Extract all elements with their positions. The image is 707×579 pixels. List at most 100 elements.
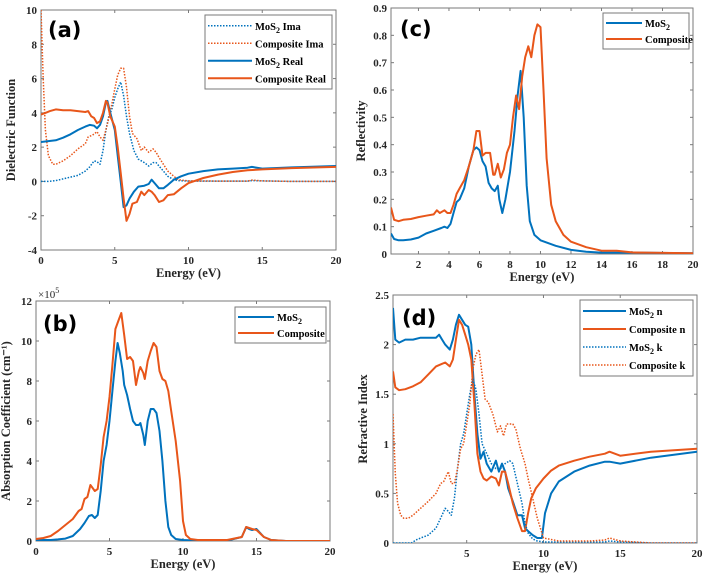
x-tick-label: 20 [331,255,343,267]
legend-box [234,306,327,344]
legend-box [602,12,690,50]
legend-entry: Composite [277,329,325,340]
y-tick-label: 0.2 [373,194,387,206]
x-tick-label: 20 [325,546,337,558]
x-tick-label: 15 [251,546,263,558]
y-tick-label: 0.9 [373,3,387,15]
y-tick-label: 4 [27,456,33,468]
x-tick-label: 10 [183,255,195,267]
y-tick-label: 0 [32,176,38,188]
legend-entry: MoS2 k [629,343,663,356]
y-tick-label: 0.5 [373,112,387,124]
series-line-composite-k [393,348,697,543]
y-tick-label: 0.4 [373,140,387,152]
series-line-mos2-real [41,99,336,209]
legend-box [204,14,333,90]
x-tick-label: 12 [565,259,577,271]
legend-entry: MoS2 n [629,307,663,320]
x-axis-label: Energy (eV) [151,557,216,571]
legend: MoS2 n Composite n MoS2 k Composite k [579,299,694,377]
legend-entry: MoS2 [277,313,302,326]
y-tick-label: 0.8 [373,30,387,42]
panel-label: (d) [402,306,436,330]
y-tick-label: 2 [384,340,390,352]
legend-entry: MoS2 Real [255,57,303,70]
y-tick-label: 0.3 [373,167,387,179]
y-tick-label: 0 [27,536,33,548]
legend-box [579,299,694,377]
x-tick-label: 4 [446,259,452,271]
x-tick-label: 20 [688,259,700,271]
legend-entry: Composite Ima [255,39,324,50]
x-tick-label: 6 [477,259,483,271]
x-tick-label: 16 [626,259,638,271]
x-tick-label: 10 [178,546,190,558]
y-tick-label: 2.5 [375,290,389,302]
series-line-composite-ima [41,10,336,183]
series-line-composite-n [393,318,697,533]
x-tick-label: 5 [464,548,470,560]
y-tick-label: 0 [382,249,388,261]
y-tick-label: 2 [32,142,38,154]
y-axis-label: Refractive Index [356,374,370,464]
y-tick-label: -4 [28,245,38,257]
legend: MoS2 Ima Composite Ima MoS2 Real Composite … [204,14,333,90]
y-tick-label: 1.5 [375,389,389,401]
legend-entry: Composite k [629,361,685,372]
x-tick-label: 20 [692,548,704,560]
x-tick-label: 10 [538,548,550,560]
series-line-mos2 [391,69,693,254]
y-axis-label: Dielectric Function [4,79,18,181]
x-axis-label: Energy (eV) [156,266,221,280]
legend-entry: MoS2 Ima [255,22,301,35]
series-line-mos2-ima [41,81,336,183]
y-tick-label: 8 [27,376,33,388]
y-exponent-label: ×105 [38,286,59,301]
y-tick-label: 4 [32,108,38,120]
x-axis-label: Energy (eV) [513,559,578,573]
y-tick-label: 8 [32,39,38,51]
x-tick-label: 2 [416,259,422,271]
y-tick-label: -2 [28,211,38,223]
series-line-mos2-n [393,307,697,539]
panel-c: 2 4 6 8 10 12 14 16 18 20 0 0.1 0.2 0.3 0.4 0.5 0.6 0.7 0.… [354,3,699,284]
x-tick-label: 10 [535,259,547,271]
y-tick-label: 2 [27,496,33,508]
y-tick-label: 0 [384,538,390,550]
series-line-composite [36,312,330,541]
y-tick-label: 0.7 [373,58,387,70]
legend-entry: Composite [645,35,693,46]
panel-label: (b) [43,312,77,336]
legend-entry: MoS2 [645,19,670,32]
x-axis-label: Energy (eV) [510,270,575,284]
panel-label: (a) [48,18,81,42]
x-tick-label: 15 [615,548,627,560]
series-line-composite [391,23,693,254]
x-tick-label: 0 [33,546,39,558]
legend-entry: Composite Real [255,74,326,85]
panel-b: 0 5 10 15 20 0 2 4 6 8 10 12 Energy (eV) Absorption C… [0,286,336,571]
y-tick-label: 6 [27,416,33,428]
y-tick-label: 0.5 [375,488,389,500]
x-tick-label: 15 [257,255,269,267]
legend-entry: Composite n [629,325,685,336]
y-tick-label: 0.6 [373,85,387,97]
x-tick-label: 14 [596,259,608,271]
legend: MoS2 Composite [234,306,327,344]
series-line-composite-real [41,99,336,222]
legend: MoS2 Composite [602,12,693,50]
x-tick-label: 8 [507,259,513,271]
x-tick-label: 0 [38,255,44,267]
x-tick-label: 5 [107,546,113,558]
y-tick-label: 6 [32,74,38,86]
y-tick-label: 12 [21,296,33,308]
panel-label: (c) [400,17,432,41]
y-tick-label: 0.1 [373,222,387,234]
panel-d: 5 10 15 20 0 0.5 1 1.5 2 2.5 Energy (eV) Refractive… [356,290,703,573]
x-tick-label: 18 [657,259,669,271]
y-tick-label: 1 [384,439,390,451]
series-line-mos2-k [393,378,697,543]
y-axis-label: Reflectivity [354,100,368,162]
